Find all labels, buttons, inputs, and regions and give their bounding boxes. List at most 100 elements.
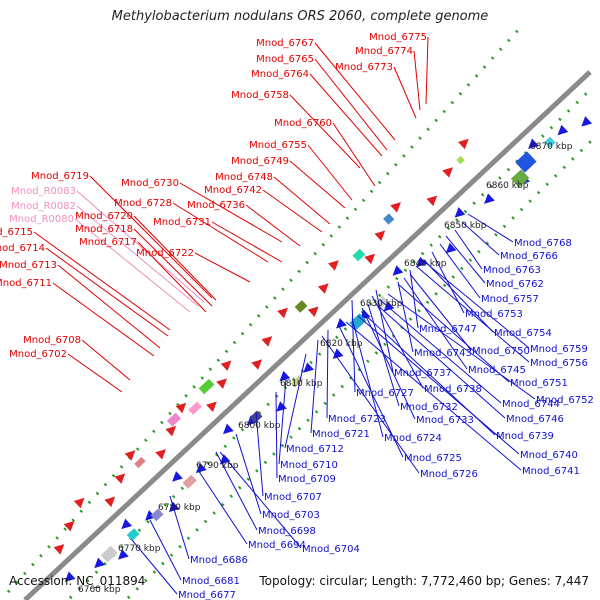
leader-line bbox=[403, 277, 468, 370]
leader-line bbox=[76, 190, 205, 303]
leader-line bbox=[314, 42, 396, 141]
leader-line bbox=[133, 228, 213, 307]
leader-line bbox=[461, 221, 500, 256]
reverse-gene-label: Mnod_6739 bbox=[496, 431, 554, 442]
leader-line bbox=[45, 247, 169, 337]
leader-line bbox=[284, 353, 307, 449]
leader-line bbox=[371, 295, 424, 389]
gene-block bbox=[150, 508, 164, 522]
reverse-gene-label: Mnod_6712 bbox=[286, 444, 344, 455]
reverse-gene-label: Mnod_6752 bbox=[536, 395, 594, 406]
forward-gene-label: Mnod_6718 bbox=[75, 224, 133, 235]
forward-gene-label: Mnod_6736 bbox=[187, 200, 245, 211]
leader-line bbox=[415, 265, 530, 363]
gene-arrow bbox=[581, 116, 593, 127]
topology-summary: Topology: circular; Length: 7,772,460 bp… bbox=[259, 574, 589, 588]
reverse-gene-label: Mnod_6710 bbox=[280, 460, 338, 471]
leader-line bbox=[74, 218, 191, 313]
reverse-gene-label: Mnod_6709 bbox=[278, 474, 336, 485]
gene-arrow bbox=[328, 260, 339, 271]
gene-block bbox=[352, 248, 366, 262]
forward-gene-label: Mnod_6760 bbox=[274, 118, 332, 129]
leader-line bbox=[67, 353, 123, 393]
gene-arrow bbox=[175, 402, 187, 414]
leader-line bbox=[379, 299, 502, 404]
leader-line bbox=[375, 289, 394, 373]
tick-label: 6760 kbp bbox=[78, 585, 121, 595]
gene-arrow bbox=[206, 401, 217, 413]
gene-arrow bbox=[336, 318, 347, 329]
gene-arrow bbox=[364, 253, 376, 265]
gene-arrow bbox=[223, 423, 234, 435]
reverse-gene-label: Mnod_6681 bbox=[182, 576, 240, 587]
gene-block bbox=[188, 401, 202, 415]
reverse-gene-label: Mnod_6759 bbox=[530, 344, 588, 355]
leader-line bbox=[275, 391, 278, 479]
reverse-gene-label: Mnod_6757 bbox=[481, 294, 539, 305]
gene-arrow bbox=[104, 496, 116, 508]
leader-line bbox=[131, 539, 178, 595]
tick-label: 6770 kbp bbox=[118, 544, 161, 554]
gene-arrow bbox=[165, 425, 177, 437]
leader-line bbox=[289, 94, 361, 169]
forward-gene-label: Mnod_6711 bbox=[0, 278, 52, 289]
gene-block bbox=[198, 378, 215, 395]
gene-arrow bbox=[557, 124, 569, 136]
reverse-gene-label: Mnod_6745 bbox=[468, 365, 526, 376]
gene-arrow bbox=[317, 283, 329, 294]
gene-arrow bbox=[246, 415, 258, 426]
gene-arrow bbox=[416, 256, 428, 268]
gene-arrow bbox=[94, 557, 105, 569]
tick-label: 6790 kbp bbox=[196, 461, 239, 471]
gene-arrow bbox=[279, 370, 291, 382]
gene-arrow bbox=[73, 497, 85, 509]
tick-label: 6860 kbp bbox=[486, 181, 529, 191]
backbone-line bbox=[23, 70, 592, 600]
gene-block bbox=[349, 313, 367, 331]
gene-arrow bbox=[64, 571, 76, 582]
forward-gene-label: Mnod_R0080 bbox=[9, 214, 74, 225]
forward-gene-label: Mnod_6720 bbox=[75, 211, 133, 222]
forward-gene-label: Mnod_6728 bbox=[114, 198, 172, 209]
leader-line bbox=[273, 176, 331, 225]
forward-gene-label: Mnod_6775 bbox=[369, 32, 427, 43]
genome-backbone bbox=[23, 70, 592, 600]
gene-arrow bbox=[383, 300, 395, 312]
reverse-gene-label: Mnod_6707 bbox=[264, 492, 322, 503]
reverse-gene-label: Mnod_6726 bbox=[420, 469, 478, 480]
leader-line bbox=[310, 339, 319, 434]
gene-block bbox=[375, 295, 389, 309]
dotted-guide bbox=[6, 26, 522, 594]
reverse-gene-label: Mnod_6686 bbox=[190, 555, 248, 566]
leader-line bbox=[419, 257, 530, 349]
gene-block bbox=[383, 213, 395, 225]
leader-line bbox=[397, 283, 510, 383]
forward-gene-label: Mnod_6774 bbox=[355, 46, 413, 57]
leader-line bbox=[33, 231, 171, 331]
gene-arrow bbox=[172, 471, 183, 482]
gene-block bbox=[544, 136, 556, 148]
tick-label: 6870 kbp bbox=[530, 142, 573, 152]
gene-labels: Mnod_6775 Mnod_6774 Mnod_6767 Mnod_6773 Mnod… bbox=[0, 32, 594, 600]
gene-arrow bbox=[121, 518, 133, 530]
gene-block bbox=[294, 300, 308, 313]
forward-gene-label: Mnod_6765 bbox=[256, 54, 314, 65]
reverse-gene-label: Mnod_6754 bbox=[494, 328, 552, 339]
forward-gene-label: Mnod_R0082 bbox=[11, 201, 76, 212]
gene-arrow bbox=[155, 449, 166, 460]
reverse-gene-label: Mnod_6751 bbox=[510, 378, 568, 389]
reverse-gene-label: Mnod_6732 bbox=[400, 402, 458, 413]
leader-line bbox=[439, 243, 481, 299]
leader-line bbox=[81, 339, 131, 381]
reverse-gene-label: Mnod_6753 bbox=[465, 309, 523, 320]
reverse-gene-label: Mnod_6741 bbox=[522, 466, 580, 477]
gene-arrow bbox=[458, 138, 469, 150]
leader-line bbox=[133, 215, 217, 301]
leader-line bbox=[245, 204, 301, 247]
leader-line bbox=[262, 189, 323, 233]
leader-line bbox=[393, 66, 417, 119]
forward-gene-label: Mnod_6717 bbox=[79, 237, 137, 248]
leader-line bbox=[89, 175, 213, 299]
reverse-gene-label: Mnod_6703 bbox=[262, 510, 320, 521]
